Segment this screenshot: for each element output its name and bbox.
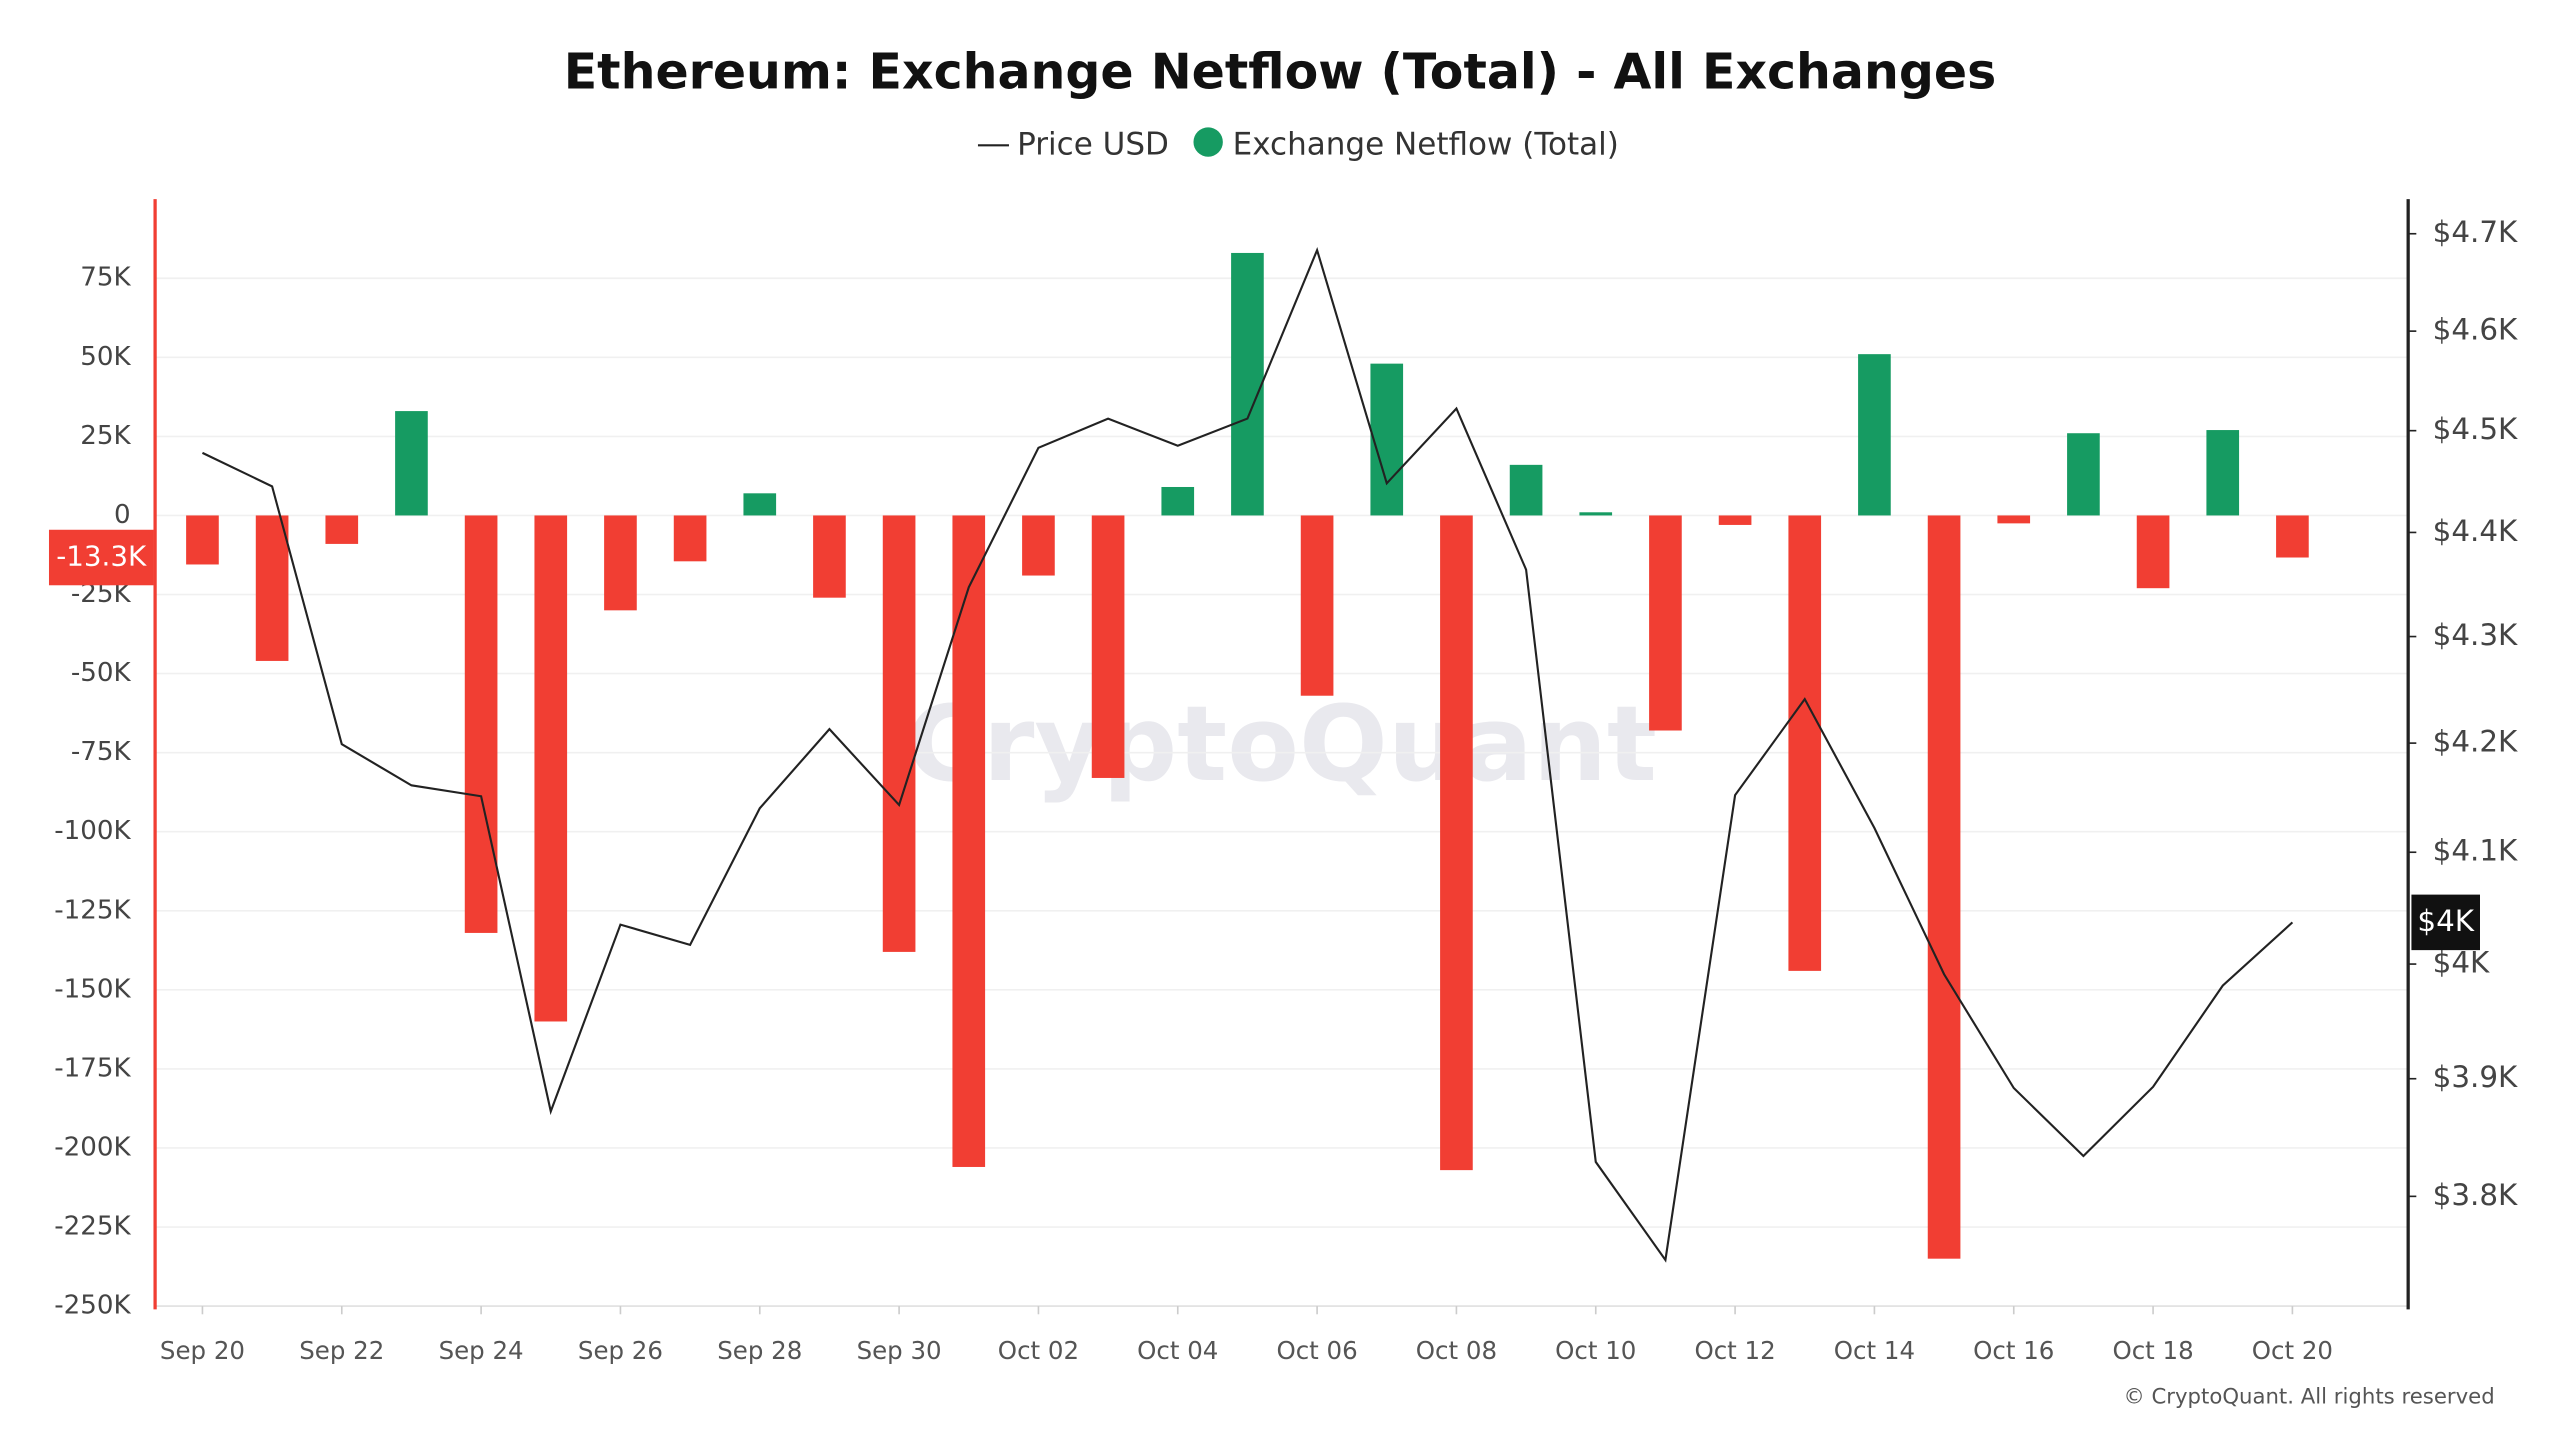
current-price-box xyxy=(2411,894,2480,951)
bar xyxy=(952,515,986,1167)
bar xyxy=(813,515,846,598)
bar xyxy=(1231,252,1264,516)
bar xyxy=(1579,512,1613,516)
x-tick-label: Oct 04 xyxy=(1137,1336,1218,1365)
x-tick-label: Oct 18 xyxy=(2112,1336,2193,1365)
current-price-label: $4K xyxy=(2417,904,2474,938)
y2-tick-label: $4.2K xyxy=(2433,725,2518,759)
bar xyxy=(1718,515,1752,525)
y-tick-label: -200K xyxy=(54,1132,131,1162)
x-tick-label: Sep 26 xyxy=(578,1336,663,1365)
x-tick-label: Sep 28 xyxy=(717,1336,802,1365)
bar xyxy=(186,515,219,565)
y2-tick-label: $4.5K xyxy=(2433,412,2518,446)
copyright: © CryptoQuant. All rights reserved xyxy=(2124,1385,2495,1410)
bar xyxy=(2276,515,2309,558)
y-tick-label: 50K xyxy=(80,342,131,372)
x-tick-label: Sep 30 xyxy=(857,1336,942,1365)
y-tick-label: -225K xyxy=(54,1212,131,1242)
y2-tick-label: $4.3K xyxy=(2433,618,2518,652)
y2-tick-label: $4K xyxy=(2433,946,2490,980)
legend-dot xyxy=(1193,127,1223,157)
bar xyxy=(2067,433,2100,516)
bar xyxy=(743,493,777,516)
y-tick-label: -150K xyxy=(54,974,131,1004)
bar xyxy=(1788,515,1822,971)
x-tick-label: Oct 16 xyxy=(1973,1336,2054,1365)
x-tick-label: Sep 24 xyxy=(439,1336,524,1365)
x-tick-label: Oct 08 xyxy=(1416,1336,1497,1365)
x-tick-label: Sep 22 xyxy=(299,1336,384,1365)
bar xyxy=(1509,464,1543,516)
bar xyxy=(2136,515,2170,589)
watermark: CryptoQuant xyxy=(906,683,1657,805)
x-tick-label: Oct 06 xyxy=(1276,1336,1357,1365)
bar xyxy=(882,515,916,952)
y-tick-label: -250K xyxy=(54,1291,131,1321)
current-value-label: -13.3K xyxy=(56,540,147,573)
price-line xyxy=(201,246,2294,1263)
bar xyxy=(1370,363,1404,516)
bar xyxy=(1300,515,1334,696)
bar xyxy=(255,515,289,661)
bar xyxy=(1440,515,1473,1171)
bar xyxy=(1997,515,2031,524)
bar xyxy=(673,515,707,562)
bar xyxy=(1022,515,1055,576)
x-tick-label: Oct 20 xyxy=(2252,1336,2333,1365)
bar xyxy=(1927,515,1961,1259)
y-tick-label: -75K xyxy=(71,737,132,767)
x-tick-label: Oct 10 xyxy=(1555,1336,1636,1365)
bar xyxy=(604,515,637,611)
bar xyxy=(2206,430,2240,516)
legend-label: Exchange Netflow (Total) xyxy=(1233,126,1619,162)
bar xyxy=(464,515,498,933)
current-value-box xyxy=(48,529,154,586)
x-tick-label: Oct 12 xyxy=(1694,1336,1775,1365)
x-tick-label: Oct 02 xyxy=(998,1336,1079,1365)
bar xyxy=(1858,354,1891,516)
y-tick-label: 75K xyxy=(80,263,131,293)
x-tick-label: Sep 20 xyxy=(160,1336,245,1365)
x-tick-label: Oct 14 xyxy=(1834,1336,1915,1365)
bar xyxy=(1161,486,1195,516)
y2-tick-label: $3.8K xyxy=(2433,1178,2518,1212)
y-tick-label: 0 xyxy=(114,500,131,530)
bar xyxy=(395,411,428,516)
y2-tick-label: $3.9K xyxy=(2433,1060,2518,1094)
chart-title: Ethereum: Exchange Netflow (Total) - All… xyxy=(564,44,1997,101)
y2-tick-label: $4.1K xyxy=(2433,834,2518,868)
bar xyxy=(534,515,568,1022)
legend-label: Price USD xyxy=(1017,126,1169,162)
bar xyxy=(1649,515,1682,731)
y2-tick-label: $4.6K xyxy=(2433,313,2518,347)
y-tick-label: -125K xyxy=(54,895,131,925)
y-tick-label: -100K xyxy=(54,816,131,846)
y2-tick-label: $4.7K xyxy=(2433,215,2518,249)
bar xyxy=(1091,515,1125,778)
y-tick-label: -50K xyxy=(71,658,132,688)
y2-tick-label: $4.4K xyxy=(2433,514,2518,548)
y-tick-label: 25K xyxy=(80,421,131,451)
y-tick-label: -175K xyxy=(54,1053,131,1083)
bar xyxy=(325,515,359,544)
